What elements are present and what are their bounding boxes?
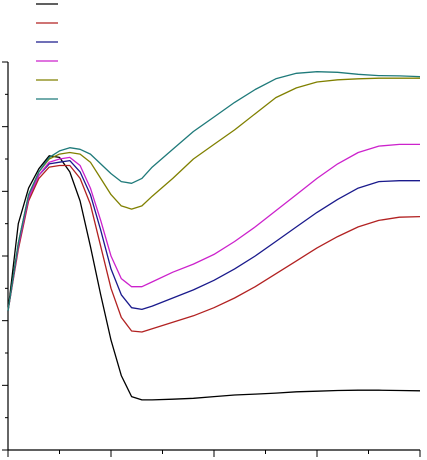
series-layer bbox=[7, 71, 421, 401]
legend bbox=[36, 3, 58, 100]
axes bbox=[2, 61, 421, 457]
series-line-5 bbox=[7, 77, 420, 312]
series-line-4 bbox=[7, 143, 420, 312]
series-line-1 bbox=[7, 155, 421, 401]
series-line-3 bbox=[7, 159, 420, 312]
series-line-2 bbox=[7, 164, 421, 333]
series-line-6 bbox=[7, 71, 421, 312]
